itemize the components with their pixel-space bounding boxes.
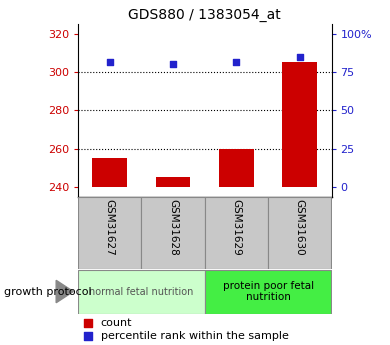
Bar [156, 177, 190, 187]
Text: percentile rank within the sample: percentile rank within the sample [101, 331, 289, 341]
Point [294, 248, 300, 253]
Text: GSM31630: GSM31630 [295, 199, 305, 255]
Bar [268, 197, 332, 269]
Point [233, 60, 239, 65]
Text: GSM31627: GSM31627 [105, 199, 115, 256]
Point [170, 62, 176, 67]
Bar [205, 269, 332, 314]
Polygon shape [56, 280, 73, 303]
Text: GSM31628: GSM31628 [168, 199, 178, 256]
Point [294, 124, 300, 129]
Bar [205, 197, 268, 269]
Point [106, 60, 113, 65]
Bar [142, 197, 205, 269]
Text: count: count [101, 318, 132, 328]
Bar [78, 269, 205, 314]
Text: growth protocol: growth protocol [4, 287, 92, 296]
Text: protein poor fetal
nutrition: protein poor fetal nutrition [223, 281, 314, 302]
Bar [92, 158, 127, 187]
Point [297, 54, 303, 59]
Bar [282, 62, 317, 187]
Text: GSM31629: GSM31629 [231, 199, 241, 256]
Title: GDS880 / 1383054_at: GDS880 / 1383054_at [128, 8, 281, 22]
Bar [219, 149, 254, 187]
Bar [78, 197, 141, 269]
Text: normal fetal nutrition: normal fetal nutrition [89, 287, 193, 296]
